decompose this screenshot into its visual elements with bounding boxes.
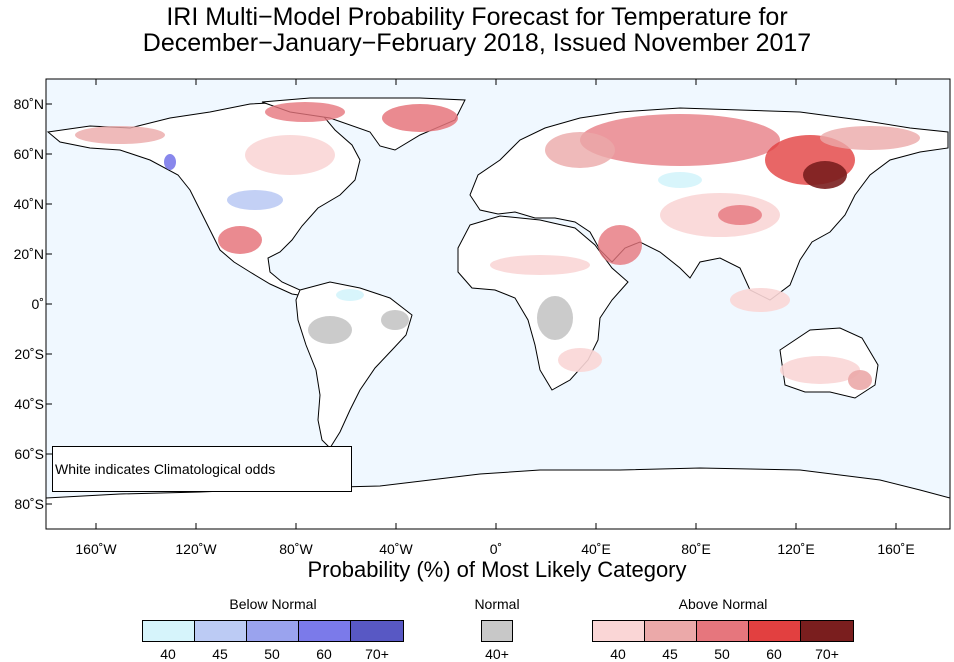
legend-above-label: 70+ bbox=[815, 646, 839, 662]
lon-label: 40˚W bbox=[379, 541, 413, 557]
title-line-1: IRI Multi−Model Probability Forecast for… bbox=[166, 3, 788, 31]
legend-above-swatch bbox=[748, 620, 801, 642]
axis-ticks bbox=[46, 79, 897, 529]
legend-above-swatch bbox=[696, 620, 749, 642]
legend-above-swatch bbox=[800, 620, 854, 642]
legend-above-label: 50 bbox=[714, 646, 730, 662]
lat-label: 20˚S bbox=[14, 346, 44, 362]
legend-below-label: 60 bbox=[316, 646, 332, 662]
lat-label: 40˚N bbox=[13, 196, 44, 212]
legend-below-title: Below Normal bbox=[229, 596, 317, 612]
legend-above-title: Above Normal bbox=[678, 596, 768, 612]
lat-label: 60˚S bbox=[14, 446, 44, 462]
lat-label: 60˚N bbox=[13, 146, 44, 162]
normal-shading bbox=[308, 296, 573, 344]
legend-normal-label: 40+ bbox=[485, 646, 509, 662]
below-normal-shading bbox=[164, 154, 702, 301]
legend-below-swatch bbox=[142, 620, 195, 642]
legend-below-swatch bbox=[194, 620, 247, 642]
lon-label: 0˚ bbox=[489, 541, 503, 557]
title-line-2: December−January−February 2018, Issued N… bbox=[142, 29, 812, 57]
lat-label: 80˚N bbox=[13, 96, 44, 112]
lat-label: 0˚ bbox=[31, 296, 44, 312]
lon-label: 120˚W bbox=[175, 541, 217, 557]
lon-label: 40˚E bbox=[581, 541, 611, 557]
legend-below-label: 70+ bbox=[365, 646, 389, 662]
lon-label: 160˚W bbox=[75, 541, 117, 557]
legend-above-label: 40 bbox=[610, 646, 626, 662]
climatology-note: White indicates Climatological odds bbox=[52, 446, 352, 492]
lon-label: 80˚E bbox=[681, 541, 711, 557]
legend-above-swatch bbox=[592, 620, 645, 642]
lon-label: 80˚W bbox=[279, 541, 313, 557]
lat-label: 40˚S bbox=[14, 396, 44, 412]
lat-label: 20˚N bbox=[13, 246, 44, 262]
legend-below-label: 50 bbox=[264, 646, 280, 662]
above-normal-shading bbox=[75, 102, 920, 390]
legend-subtitle: Probability (%) of Most Likely Category bbox=[307, 557, 687, 582]
legend-above-swatch bbox=[644, 620, 697, 642]
lon-label: 160˚E bbox=[877, 541, 915, 557]
legend-normal-title: Normal bbox=[474, 596, 520, 612]
legend-normal-swatch bbox=[481, 620, 513, 642]
lon-label: 120˚E bbox=[777, 541, 815, 557]
legend-below-label: 45 bbox=[212, 646, 228, 662]
legend-below-swatch bbox=[350, 620, 404, 642]
legend-above-label: 60 bbox=[766, 646, 782, 662]
legend-below-swatch bbox=[298, 620, 351, 642]
legend-below-label: 40 bbox=[160, 646, 176, 662]
legend-above-label: 45 bbox=[662, 646, 678, 662]
legend-below-swatch bbox=[246, 620, 299, 642]
lat-label: 80˚S bbox=[14, 496, 44, 512]
